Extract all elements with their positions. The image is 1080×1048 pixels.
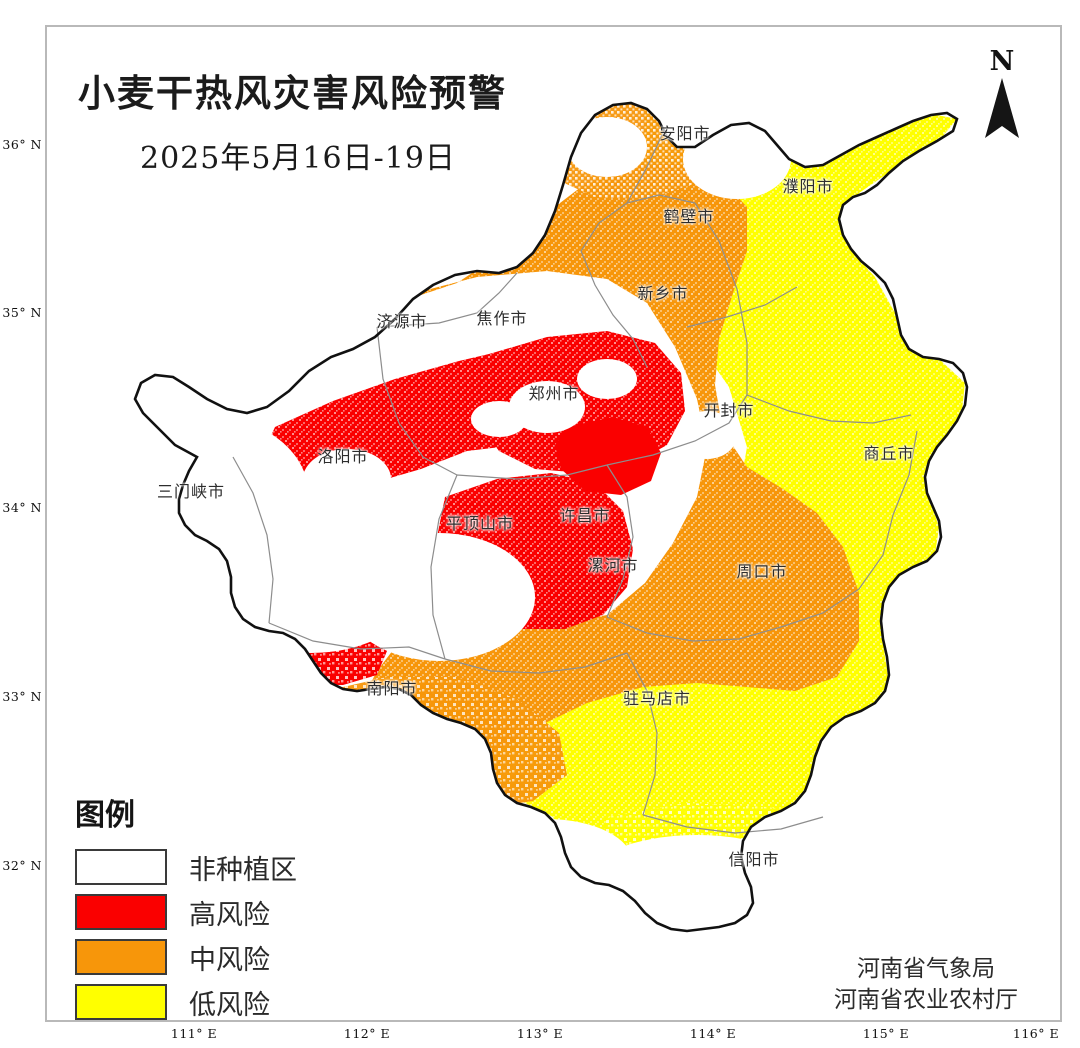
legend-swatch (75, 894, 167, 930)
legend-swatch (75, 849, 167, 885)
north-label: N (989, 46, 1015, 77)
longitude-tick: 112° E (343, 1026, 391, 1041)
latitude-tick: 35° N (2, 305, 42, 320)
legend-title: 图例 (75, 798, 135, 833)
legend-swatch (75, 984, 167, 1020)
latitude-tick: 33° N (2, 689, 42, 704)
latitude-tick: 36° N (2, 137, 42, 152)
legend-label: 高风险 (189, 899, 270, 931)
city-label: 新乡市 (637, 284, 689, 303)
city-label: 三门峡市 (156, 482, 226, 501)
city-label: 驻马店市 (622, 689, 692, 708)
latitude-tick: 32° N (2, 858, 42, 873)
legend-swatch (75, 939, 167, 975)
city-label: 焦作市 (476, 309, 528, 328)
city-label: 洛阳市 (317, 447, 369, 466)
legend-label: 低风险 (189, 989, 270, 1021)
city-label: 商丘市 (863, 444, 915, 463)
map-frame: 安阳市濮阳市鹤壁市新乡市济源市 焦作市郑州市开封市商丘市 洛阳市三门峡市平顶山市 许昌… (45, 25, 1062, 1022)
attribution-line-1: 河南省气象局 (857, 955, 995, 982)
city-label: 济源市 (376, 312, 428, 331)
city-label: 安阳市 (659, 124, 711, 143)
legend-row: 非种植区 (75, 846, 345, 888)
latitude-tick: 34° N (2, 500, 42, 515)
legend-items: 非种植区高风险中风险低风险 (75, 846, 345, 1023)
longitude-tick: 116° E (1012, 1026, 1060, 1041)
legend-label: 非种植区 (189, 854, 297, 886)
city-label: 濮阳市 (782, 177, 834, 196)
city-label: 开封市 (703, 401, 755, 420)
city-label: 南阳市 (366, 679, 418, 698)
city-label: 鹤壁市 (663, 207, 715, 226)
north-arrow-icon (985, 78, 1019, 138)
longitude-tick: 114° E (689, 1026, 737, 1041)
henan-risk-map (133, 101, 969, 933)
legend-row: 高风险 (75, 891, 345, 933)
legend-label: 中风险 (189, 944, 270, 976)
page-subtitle: 2025年5月16日-19日 (140, 141, 456, 176)
legend: 图例 非种植区高风险中风险低风险 (75, 790, 345, 1026)
longitude-tick: 115° E (862, 1026, 910, 1041)
city-label: 平顶山市 (445, 514, 515, 533)
attribution-line-2: 河南省农业农村厅 (834, 986, 1018, 1013)
longitude-tick: 113° E (516, 1026, 564, 1041)
risk-raster-layers (135, 103, 965, 931)
legend-row: 中风险 (75, 936, 345, 978)
city-label: 漯河市 (587, 556, 639, 575)
north-arrow: N (972, 48, 1032, 138)
city-label: 周口市 (736, 562, 788, 581)
legend-row: 低风险 (75, 981, 345, 1023)
prefecture-boundaries (232, 132, 918, 834)
city-label: 许昌市 (559, 506, 611, 525)
page-title: 小麦干热风灾害风险预警 (78, 72, 507, 115)
longitude-tick: 111° E (170, 1026, 218, 1041)
province-outline (133, 101, 969, 933)
attribution: 河南省气象局 河南省农业农村厅 (834, 954, 1018, 1016)
city-label: 郑州市 (528, 384, 580, 403)
city-label: 信阳市 (728, 850, 780, 869)
